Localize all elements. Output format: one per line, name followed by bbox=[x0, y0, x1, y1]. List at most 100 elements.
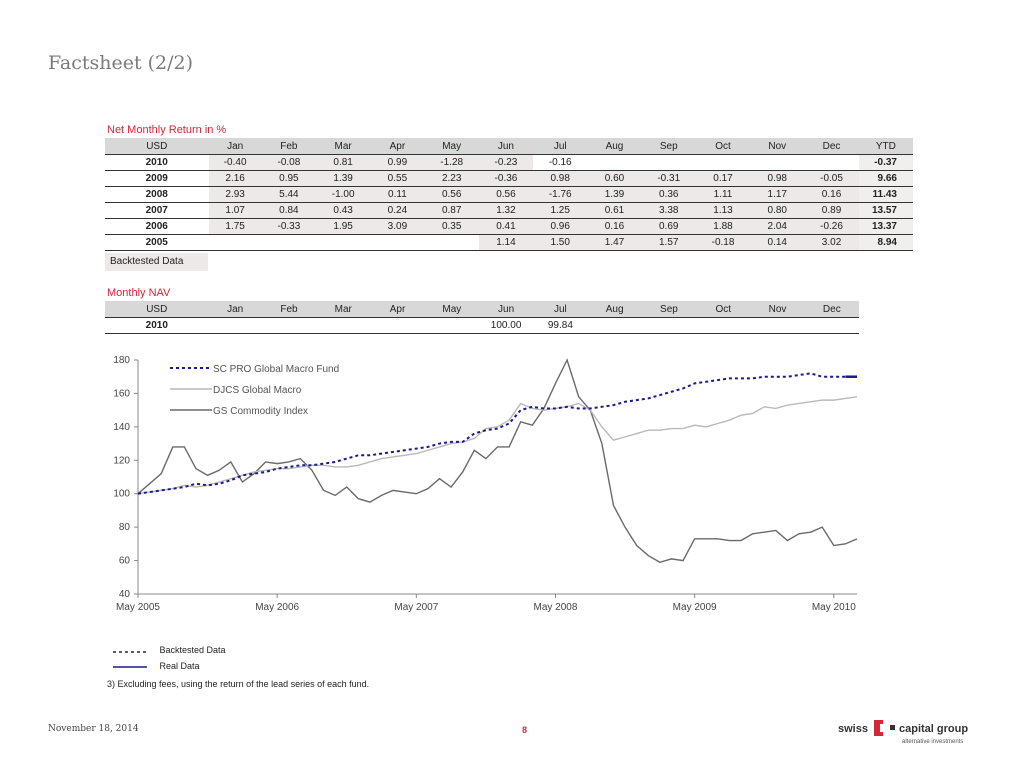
returns-cell: 1.88 bbox=[695, 218, 751, 235]
nav-cell: 100.00 bbox=[478, 317, 534, 334]
returns-year: 2005 bbox=[105, 234, 209, 251]
returns-cell bbox=[804, 154, 859, 171]
returns-row: 2007 1.07 0.84 0.43 0.24 0.87 1.32 1.25 0.61 3.38… bbox=[105, 202, 913, 219]
returns-header-7: Jul bbox=[533, 138, 588, 155]
returns-cell: 5.44 bbox=[261, 186, 317, 203]
returns-cell: 0.98 bbox=[533, 170, 588, 187]
returns-header-6: Jun bbox=[478, 138, 534, 155]
returns-cell: -0.08 bbox=[261, 154, 317, 171]
x-tick-label: May 2008 bbox=[534, 602, 578, 613]
returns-year: 2008 bbox=[105, 186, 209, 203]
nav-header-12: Dec bbox=[804, 301, 859, 318]
nav-cell bbox=[370, 317, 425, 334]
returns-header-13: YTD bbox=[858, 138, 913, 155]
returns-cell: -0.18 bbox=[695, 234, 751, 251]
returns-cell: 2.16 bbox=[208, 170, 262, 187]
returns-cell: 0.80 bbox=[750, 202, 805, 219]
legend-label-1: DJCS Global Macro bbox=[213, 385, 302, 396]
logo-word1: swiss bbox=[838, 723, 868, 735]
footer-date: November 18, 2014 bbox=[48, 724, 139, 734]
returns-cell: 0.43 bbox=[316, 202, 371, 219]
series-line-fund-backtested bbox=[137, 372, 846, 495]
returns-ytd: 13.37 bbox=[858, 218, 913, 235]
returns-cell: 0.56 bbox=[478, 186, 534, 203]
nav-header-10: Oct bbox=[696, 301, 751, 318]
returns-cell: 2.93 bbox=[208, 186, 262, 203]
page-title: Factsheet (2/2) bbox=[48, 52, 194, 74]
y-tick-label: 140 bbox=[113, 422, 130, 433]
nav-header-3: Mar bbox=[316, 301, 371, 318]
returns-cell: 1.32 bbox=[478, 202, 534, 219]
returns-header-11: Nov bbox=[750, 138, 805, 155]
nav-cell bbox=[261, 317, 317, 334]
returns-cell: 0.36 bbox=[641, 186, 696, 203]
returns-cell: 0.11 bbox=[370, 186, 425, 203]
returns-cell: 3.09 bbox=[370, 218, 425, 235]
returns-cell: -0.23 bbox=[478, 154, 534, 171]
nav-header-11: Nov bbox=[750, 301, 805, 318]
returns-header-9: Sep bbox=[641, 138, 696, 155]
footnote: 3) Excluding fees, using the return of t… bbox=[107, 679, 370, 689]
returns-year: 2006 bbox=[105, 218, 209, 235]
x-tick-label: May 2007 bbox=[394, 602, 438, 613]
returns-cell: 0.17 bbox=[695, 170, 751, 187]
returns-cell: 0.89 bbox=[804, 202, 859, 219]
returns-cell: 1.14 bbox=[478, 234, 534, 251]
returns-header-3: Mar bbox=[316, 138, 371, 155]
returns-cell: 0.98 bbox=[750, 170, 805, 187]
returns-header-10: Oct bbox=[695, 138, 751, 155]
legend-label-2: GS Commodity Index bbox=[213, 406, 308, 417]
returns-cell: -0.33 bbox=[261, 218, 317, 235]
returns-cell: 1.07 bbox=[208, 202, 262, 219]
nav-header-0: USD bbox=[105, 301, 209, 318]
nav-cell bbox=[587, 317, 642, 334]
returns-cell: 1.75 bbox=[208, 218, 262, 235]
returns-ytd: 8.94 bbox=[858, 234, 913, 251]
y-tick-label: 120 bbox=[113, 455, 130, 466]
returns-cell: 1.95 bbox=[316, 218, 371, 235]
legend-backtested: Backtested Data bbox=[113, 645, 226, 656]
returns-ytd: -0.37 bbox=[858, 154, 913, 171]
returns-ytd: 13.57 bbox=[858, 202, 913, 219]
page-number: 8 bbox=[522, 725, 528, 735]
nav-cell: 99.84 bbox=[533, 317, 588, 334]
returns-cell bbox=[587, 154, 642, 171]
returns-cell: 3.02 bbox=[804, 234, 859, 251]
returns-table: USD Jan Feb Mar Apr May Jun Jul Aug Sep Oct Nov Dec Y… bbox=[105, 138, 913, 251]
returns-cell: -1.28 bbox=[424, 154, 479, 171]
returns-cell: 1.50 bbox=[533, 234, 588, 251]
legend-real-label: Real Data bbox=[159, 661, 200, 671]
returns-cell: 0.56 bbox=[424, 186, 479, 203]
returns-header-0: USD bbox=[105, 138, 209, 155]
returns-cell: -0.40 bbox=[208, 154, 262, 171]
returns-cell: 2.23 bbox=[424, 170, 479, 187]
returns-cell: 1.13 bbox=[695, 202, 751, 219]
nav-year: 2010 bbox=[105, 317, 209, 334]
returns-cell bbox=[208, 234, 262, 251]
nav-cell bbox=[208, 317, 262, 334]
nav-header-5: May bbox=[424, 301, 479, 318]
y-tick-label: 80 bbox=[119, 522, 131, 533]
nav-cell bbox=[641, 317, 697, 334]
nav-header-7: Jul bbox=[533, 301, 588, 318]
x-tick-label: May 2009 bbox=[673, 602, 717, 613]
nav-header-8: Aug bbox=[587, 301, 642, 318]
nav-cell bbox=[424, 317, 479, 334]
returns-cell bbox=[750, 154, 805, 171]
returns-cell: 0.84 bbox=[261, 202, 317, 219]
returns-header-4: Apr bbox=[370, 138, 425, 155]
nav-row: 2010 100.00 99.84 bbox=[105, 317, 859, 334]
nav-table: USD Jan Feb Mar Apr May Jun Jul Aug Sep Oct Nov Dec … bbox=[105, 301, 859, 334]
returns-cell: 0.41 bbox=[478, 218, 534, 235]
y-tick-label: 40 bbox=[119, 589, 131, 600]
returns-cell: 1.57 bbox=[641, 234, 696, 251]
returns-cell: 2.04 bbox=[750, 218, 805, 235]
returns-cell: 0.16 bbox=[804, 186, 859, 203]
returns-cell: -1.76 bbox=[533, 186, 588, 203]
nav-cell bbox=[316, 317, 371, 334]
returns-cell: 0.69 bbox=[641, 218, 696, 235]
returns-year: 2007 bbox=[105, 202, 209, 219]
returns-cell: 0.87 bbox=[424, 202, 479, 219]
nav-line-chart: 40 60 80 100 120 140 160 180 May 2005 May 2006 May… bbox=[113, 355, 858, 613]
x-tick-label: May 2010 bbox=[812, 602, 856, 613]
